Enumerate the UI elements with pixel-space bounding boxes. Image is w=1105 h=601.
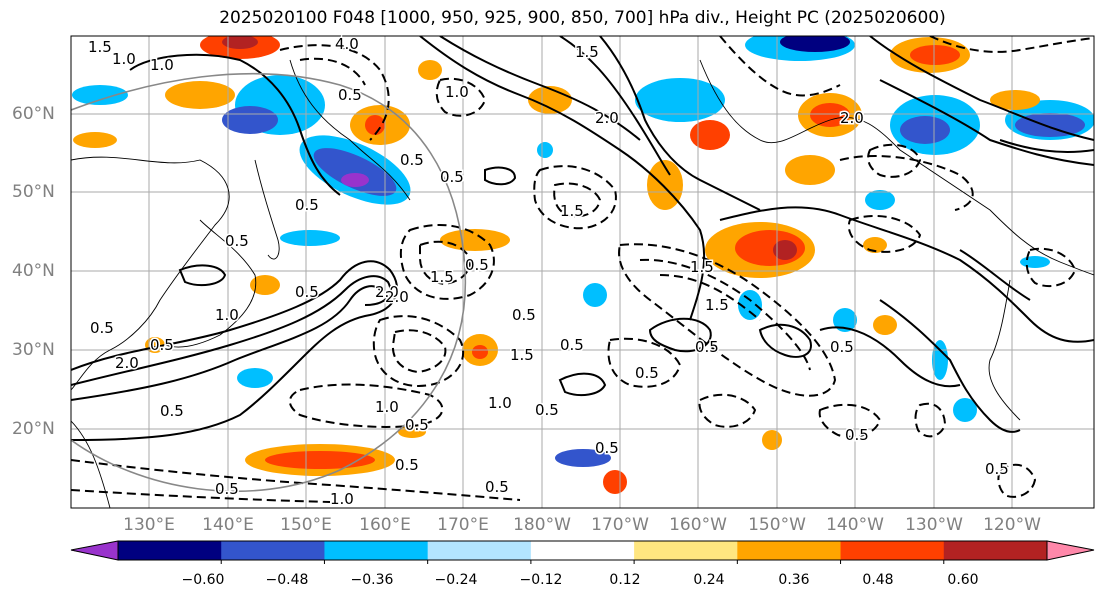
- contour-label: 0.5: [295, 283, 319, 301]
- lon-label-170e: 170°E: [437, 515, 489, 535]
- lon-label-130e: 130°E: [123, 515, 175, 535]
- contour-label: 1.5: [575, 43, 599, 61]
- height-contours-negative: [71, 36, 1094, 503]
- colorbar-tick-label: −0.12: [519, 572, 563, 588]
- graticule: [71, 36, 1094, 508]
- contour-label: 1.0: [112, 50, 136, 68]
- contour-label: 1.0: [445, 83, 469, 101]
- contour-label: 0.5: [535, 401, 559, 419]
- lat-label-30n: 30°N: [12, 340, 55, 360]
- lat-label-60n: 60°N: [12, 104, 55, 124]
- contour-labels: 1.51.0 1.04.00.5 1.00.50.51.52.01.50.50.50…: [87, 34, 1011, 510]
- colorbar-extend-high: [1047, 541, 1094, 560]
- contour-label: 0.5: [338, 86, 362, 104]
- colorbar-cell: [737, 541, 842, 560]
- colorbar-tick-label: −0.60: [181, 572, 225, 588]
- colorbar-tick-label: 0.24: [693, 572, 725, 588]
- contour-label: 1.0: [150, 56, 174, 74]
- colorbar-extend-low: [71, 541, 118, 560]
- colorbar-tick-label: 0.36: [778, 572, 810, 588]
- contour-label: 0.5: [485, 478, 509, 496]
- lon-label-130w: 130°W: [905, 515, 963, 535]
- contour-label: 0.5: [405, 416, 429, 434]
- colorbar-cell: [324, 541, 429, 560]
- contour-label: 2.0: [115, 354, 139, 372]
- divergence-shading: [72, 36, 1094, 494]
- contour-label: 1.0: [330, 490, 354, 508]
- colorbar-cell: [840, 541, 945, 560]
- coastlines: [71, 59, 1094, 508]
- colorbar-tick-label: −0.48: [265, 572, 309, 588]
- contour-label: 0.5: [295, 196, 319, 214]
- colorbar-cell: [221, 541, 325, 560]
- lat-label-40n: 40°N: [12, 261, 55, 281]
- contour-label: 0.5: [635, 364, 659, 382]
- contour-label: 2.0: [595, 109, 619, 127]
- map-title: 2025020100 F048 [1000, 950, 925, 900, 85…: [219, 8, 946, 28]
- contour-label: 1.5: [690, 258, 714, 276]
- colorbar-tick-label: 0.60: [947, 572, 979, 588]
- colorbar-tick-label: 0.48: [862, 572, 894, 588]
- map-plot-area: [71, 36, 1094, 508]
- contour-label: 0.5: [160, 402, 184, 420]
- lon-label-140w: 140°W: [826, 515, 884, 535]
- contour-label: 1.5: [560, 202, 584, 220]
- contour-label: 0.5: [465, 256, 489, 274]
- contour-label: 1.5: [705, 296, 729, 314]
- lon-label-160e: 160°E: [359, 515, 411, 535]
- great-circle-arc: [71, 72, 467, 493]
- contour-label: 0.5: [395, 456, 419, 474]
- contour-label: 0.5: [440, 168, 464, 186]
- lat-label-20n: 20°N: [12, 419, 55, 439]
- contour-label: 2.0: [840, 109, 864, 127]
- contour-label: 1.5: [430, 268, 454, 286]
- contour-label: 1.0: [488, 394, 512, 412]
- lat-label-50n: 50°N: [12, 182, 55, 202]
- lon-label-150e: 150°E: [280, 515, 332, 535]
- colorbar-cell: [427, 541, 532, 560]
- map-frame: [70, 35, 1095, 509]
- contour-label: 0.5: [595, 439, 619, 457]
- colorbar-tick-label: −0.24: [434, 572, 478, 588]
- contour-label: 2.0: [375, 283, 399, 301]
- contour-label: 0.5: [695, 338, 719, 356]
- contour-label: 1.5: [510, 346, 534, 364]
- colorbar-cell: [118, 541, 222, 560]
- contour-label: 0.5: [400, 151, 424, 169]
- contour-label: 1.5: [88, 38, 112, 56]
- contour-label: 0.5: [90, 319, 114, 337]
- height-contours-positive: [71, 36, 1094, 441]
- colorbar-cell: [943, 541, 1048, 560]
- colorbar-tick-label: −0.36: [350, 572, 394, 588]
- lon-label-140e: 140°E: [202, 515, 254, 535]
- contour-label: 1.0: [375, 398, 399, 416]
- contour-label: 0.5: [150, 336, 174, 354]
- contour-label: 0.5: [845, 426, 869, 444]
- colorbar: [70, 540, 1095, 564]
- contour-label: 0.5: [512, 306, 536, 324]
- contour-label: 4.0: [335, 35, 359, 53]
- colorbar-cell: [530, 541, 635, 560]
- lon-label-160w: 160°W: [669, 515, 727, 535]
- lon-label-150w: 150°W: [748, 515, 806, 535]
- contour-label: 0.5: [830, 338, 854, 356]
- contour-label: 0.5: [985, 460, 1009, 478]
- contour-label: 1.0: [215, 306, 239, 324]
- contour-label: 0.5: [225, 232, 249, 250]
- contour-label: 0.5: [215, 480, 239, 498]
- contour-label: 2.0: [385, 288, 409, 306]
- colorbar-tick-label: 0.12: [609, 572, 641, 588]
- lon-label-120w: 120°W: [983, 515, 1041, 535]
- colorbar-cell: [634, 541, 738, 560]
- lon-label-180w: 180°W: [513, 515, 571, 535]
- lon-label-170w: 170°W: [591, 515, 649, 535]
- contour-label: 0.5: [560, 336, 584, 354]
